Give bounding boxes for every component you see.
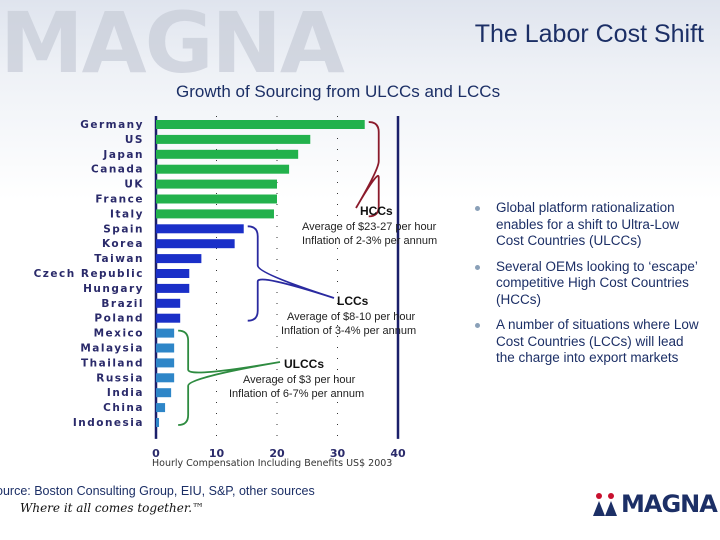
magna-logo-text: MAGNA — [621, 490, 718, 518]
category-label: Spain — [103, 223, 144, 235]
bar — [156, 358, 175, 368]
category-label: Korea — [102, 238, 144, 250]
category-label: Russia — [96, 372, 144, 384]
category-label: India — [107, 387, 144, 399]
group-braces — [178, 121, 380, 426]
bullet-item: A number of situations where Low Cost Co… — [470, 317, 702, 367]
group-rate-ulccs: Average of $3 per hour — [243, 374, 356, 386]
category-label: Taiwan — [94, 253, 144, 265]
category-label: France — [95, 194, 144, 206]
category-label: Poland — [94, 313, 144, 325]
bar — [156, 224, 244, 234]
category-label: Mexico — [94, 328, 144, 340]
category-label: Brazil — [101, 298, 144, 310]
x-tick-label: 40 — [390, 447, 406, 460]
bullet-item: Global platform rationalization enables … — [470, 200, 702, 250]
group-rate-hccs: Average of $23-27 per hour — [302, 221, 437, 233]
group-label-lccs: LCCs Average of $8-10 per hour Inflation… — [281, 294, 416, 337]
group-brace — [178, 329, 281, 426]
bar — [156, 194, 277, 204]
bar — [156, 254, 202, 264]
category-label: Canada — [91, 164, 144, 176]
magna-logo-icon — [593, 493, 617, 516]
bullet-item: Several OEMs looking to ‘escape’ competi… — [470, 259, 702, 309]
bullet-text: Global platform rationalization enables … — [496, 200, 680, 248]
chart-bars — [156, 120, 365, 427]
bullet-dot-icon — [475, 264, 480, 270]
category-label: Italy — [110, 208, 144, 220]
brand-tagline: Where it all comes together.™ — [20, 501, 205, 515]
category-label: Germany — [80, 119, 144, 131]
bar — [156, 134, 311, 144]
x-tick-label: 10 — [209, 447, 225, 460]
group-brace — [247, 225, 335, 322]
x-tick-label: 30 — [330, 447, 346, 460]
category-label: Czech Republic — [34, 268, 144, 280]
group-rate-lccs: Average of $8-10 per hour — [287, 311, 416, 323]
brand-watermark: MAGNA — [0, 0, 345, 92]
bar — [156, 179, 277, 189]
bar — [156, 343, 175, 353]
group-inflation-hccs: Inflation of 2-3% per annum — [302, 235, 437, 247]
x-tick-labels: 0 10 20 30 40 — [152, 447, 406, 460]
bar — [156, 388, 172, 398]
group-label-hccs: HCCs Average of $23-27 per hour Inflatio… — [302, 204, 437, 247]
category-label: Thailand — [81, 357, 144, 369]
x-tick-label: 0 — [152, 447, 160, 460]
x-tick-label: 20 — [269, 447, 285, 460]
group-title-lccs: LCCs — [337, 294, 369, 308]
bullet-dot-icon — [475, 206, 480, 211]
bar — [156, 149, 299, 159]
bullet-list: Global platform rationalization enables … — [470, 200, 702, 376]
bar — [156, 269, 190, 278]
group-label-ulccs: ULCCs Average of $3 per hour Inflation o… — [229, 357, 364, 400]
category-label: Japan — [102, 149, 144, 161]
category-label: UK — [124, 179, 144, 191]
bar — [156, 373, 175, 383]
bar — [156, 164, 290, 174]
bar — [156, 283, 190, 293]
x-axis-label: Hourly Compensation Including Benefits U… — [152, 458, 392, 469]
bar — [156, 418, 160, 427]
category-label: Hungary — [83, 283, 144, 295]
category-label: China — [103, 402, 144, 414]
group-title-hccs: HCCs — [360, 204, 393, 218]
bullet-dot-icon — [475, 323, 480, 328]
bar — [156, 209, 274, 219]
magna-logo: MAGNA — [592, 490, 718, 518]
group-title-ulccs: ULCCs — [284, 357, 324, 371]
bar — [156, 239, 235, 249]
group-inflation-lccs: Inflation of 3-4% per annum — [281, 325, 416, 337]
bar — [156, 328, 175, 338]
group-brace — [355, 121, 380, 218]
bar-chart: Germany US Japan Canada UK France Italy Spain Ko… — [34, 116, 437, 469]
group-inflation-ulccs: Inflation of 6-7% per annum — [229, 388, 364, 400]
chart-subtitle: Growth of Sourcing from ULCCs and LCCs — [176, 82, 501, 101]
bullet-text: A number of situations where Low Cost Co… — [496, 317, 699, 365]
category-labels: Germany US Japan Canada UK France Italy Spain Ko… — [34, 119, 144, 429]
bar — [156, 403, 166, 413]
bullet-text: Several OEMs looking to ‘escape’ competi… — [496, 258, 698, 307]
bar — [156, 120, 365, 129]
category-label: Indonesia — [73, 417, 144, 429]
category-label: US — [125, 134, 144, 146]
slide-title: The Labor Cost Shift — [474, 20, 704, 48]
category-label: Malaysia — [80, 343, 144, 355]
source-note: ource: Boston Consulting Group, EIU, S&P… — [0, 484, 315, 498]
bar — [156, 298, 181, 308]
bar — [156, 313, 181, 323]
